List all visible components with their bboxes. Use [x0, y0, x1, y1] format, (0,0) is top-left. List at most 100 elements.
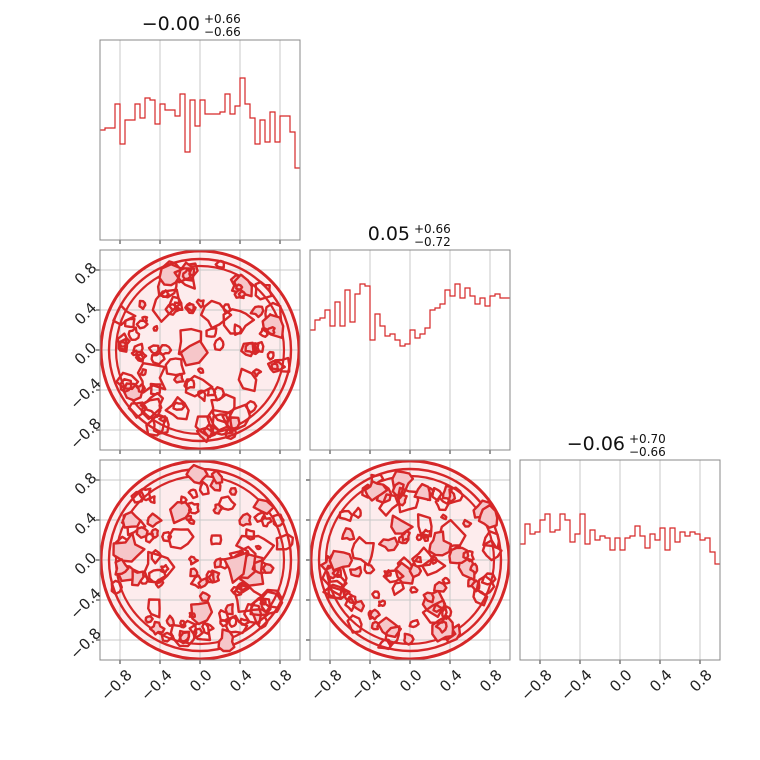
contour-level — [363, 562, 376, 575]
contour-level — [172, 401, 186, 411]
contour-level — [222, 308, 256, 335]
contour-level — [187, 555, 200, 566]
contour-level — [475, 574, 496, 597]
x-tick-label: 0.0 — [186, 666, 216, 696]
contour-level — [118, 340, 129, 353]
contour-level — [408, 618, 420, 629]
contour-level — [351, 506, 362, 519]
contour-level — [350, 536, 375, 567]
contour-level — [328, 549, 354, 572]
contour-level — [195, 298, 205, 309]
contour-level — [152, 324, 159, 332]
x-tick-labels-col-2: −0.8 −0.4 0.0 0.4 0.8 — [307, 666, 505, 704]
contour-level — [217, 609, 230, 622]
contour-level — [110, 579, 124, 596]
y-tick-label: −0.8 — [66, 414, 104, 452]
contour-level — [198, 591, 211, 602]
y-tick-label: 0.4 — [71, 299, 101, 329]
contour-level — [249, 597, 272, 617]
histogram-step-line — [520, 513, 720, 565]
contour-level — [413, 482, 432, 502]
contour-level — [147, 568, 167, 585]
contour-boundary — [100, 460, 300, 660]
x-tick-label: 0.8 — [266, 666, 296, 696]
contour-level — [421, 599, 448, 624]
contour-level — [401, 529, 411, 542]
contour-level — [158, 344, 173, 356]
contour-level — [434, 620, 448, 634]
contour-level — [409, 586, 419, 594]
contour-level — [440, 513, 448, 521]
contour-level — [132, 342, 144, 354]
contour-level — [434, 496, 450, 512]
contour-level — [148, 495, 156, 505]
histogram-panel-2 — [309, 249, 511, 454]
contour-level — [206, 386, 217, 397]
contour-level — [184, 514, 193, 522]
y-tick-label: −0.8 — [66, 624, 104, 662]
histogram-step-line — [100, 77, 300, 169]
contour-panel-2-vs-1 — [96, 249, 301, 454]
title-3-minus: −0.66 — [629, 445, 666, 459]
contour-level — [477, 504, 499, 529]
contour-level — [130, 569, 145, 587]
contour-level — [149, 382, 162, 396]
contour-level — [416, 513, 433, 538]
contour-level — [377, 616, 402, 639]
contour-level — [127, 401, 148, 419]
contour-level — [421, 558, 447, 577]
contour-level — [432, 603, 444, 613]
x-tick-label: −0.4 — [347, 666, 385, 704]
contour-level — [403, 632, 415, 646]
contour-level — [197, 577, 209, 589]
contour-level — [213, 557, 223, 569]
panel-frame — [309, 459, 511, 661]
contour-level — [352, 599, 366, 613]
contour-level — [196, 367, 205, 374]
x-tick-label: 0.8 — [686, 666, 716, 696]
contour-level — [138, 299, 147, 311]
y-tick-label: −0.4 — [66, 584, 104, 622]
contour-level — [205, 570, 216, 584]
contour-level — [408, 563, 423, 579]
contour-level — [369, 608, 381, 621]
contour-level — [253, 511, 267, 523]
contour-level — [167, 528, 195, 550]
title-param-1: −0.00 +0.66 −0.66 — [142, 12, 241, 39]
contour-level — [378, 536, 399, 552]
contour-level — [223, 551, 249, 584]
contour-level — [158, 263, 183, 287]
contour-level — [382, 569, 405, 584]
y-tick-label: 0.8 — [71, 259, 101, 289]
contour-level — [237, 367, 258, 393]
title-2-minus: −0.72 — [414, 235, 451, 249]
contour-level — [173, 301, 184, 311]
contour-level — [244, 342, 258, 355]
contour-level — [213, 336, 225, 352]
contour-level — [377, 599, 387, 607]
contour-level — [261, 562, 275, 574]
contour-level — [177, 631, 191, 645]
contour-level — [413, 556, 423, 564]
contour-level — [349, 565, 363, 578]
contour-level — [194, 415, 216, 439]
contour-level — [205, 327, 218, 338]
contour-level — [384, 625, 401, 647]
contour-level — [115, 371, 140, 391]
contour-level — [130, 349, 139, 357]
contour-level — [123, 317, 136, 329]
contour-level — [130, 490, 145, 504]
contour-level — [254, 280, 273, 301]
contour-level — [192, 627, 204, 640]
contour-level — [179, 495, 188, 505]
contour-level — [151, 288, 181, 323]
contour-level — [482, 530, 501, 550]
histogram-panel-1 — [99, 39, 301, 244]
contour-level — [441, 576, 451, 585]
title-1-plus: +0.66 — [204, 12, 241, 26]
x-tick-label: 0.4 — [646, 666, 676, 696]
x-tick-label: −0.8 — [307, 666, 345, 704]
title-param-3: −0.06 +0.70 −0.66 — [567, 432, 666, 459]
contour-panel-3-vs-2 — [306, 459, 511, 664]
